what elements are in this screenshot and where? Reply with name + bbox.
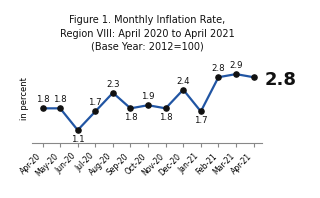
Point: [251, 76, 256, 79]
Text: 1.8: 1.8: [36, 95, 49, 104]
Text: 1.8: 1.8: [124, 113, 137, 122]
Text: 2.8: 2.8: [265, 71, 297, 89]
Text: 1.8: 1.8: [159, 113, 172, 122]
Text: 1.9: 1.9: [141, 92, 155, 101]
Text: 1.7: 1.7: [194, 116, 208, 125]
Point: [75, 129, 80, 132]
Text: 2.8: 2.8: [212, 64, 225, 73]
Y-axis label: in percent: in percent: [20, 78, 29, 120]
Text: 2.9: 2.9: [229, 61, 243, 70]
Text: 2.3: 2.3: [106, 80, 120, 89]
Point: [163, 107, 168, 110]
Point: [181, 88, 186, 91]
Text: 1.8: 1.8: [53, 95, 67, 104]
Point: [110, 91, 116, 94]
Point: [40, 107, 45, 110]
Point: [58, 107, 63, 110]
Text: 1.1: 1.1: [71, 135, 84, 144]
Point: [146, 104, 151, 107]
Point: [216, 76, 221, 79]
Text: 1.7: 1.7: [89, 98, 102, 107]
Point: [93, 110, 98, 113]
Point: [128, 107, 133, 110]
Text: 2.4: 2.4: [176, 77, 190, 86]
Point: [234, 72, 239, 76]
Title: Figure 1. Monthly Inflation Rate,
Region VIII: April 2020 to April 2021
(Base Ye: Figure 1. Monthly Inflation Rate, Region…: [60, 15, 235, 52]
Point: [198, 110, 204, 113]
